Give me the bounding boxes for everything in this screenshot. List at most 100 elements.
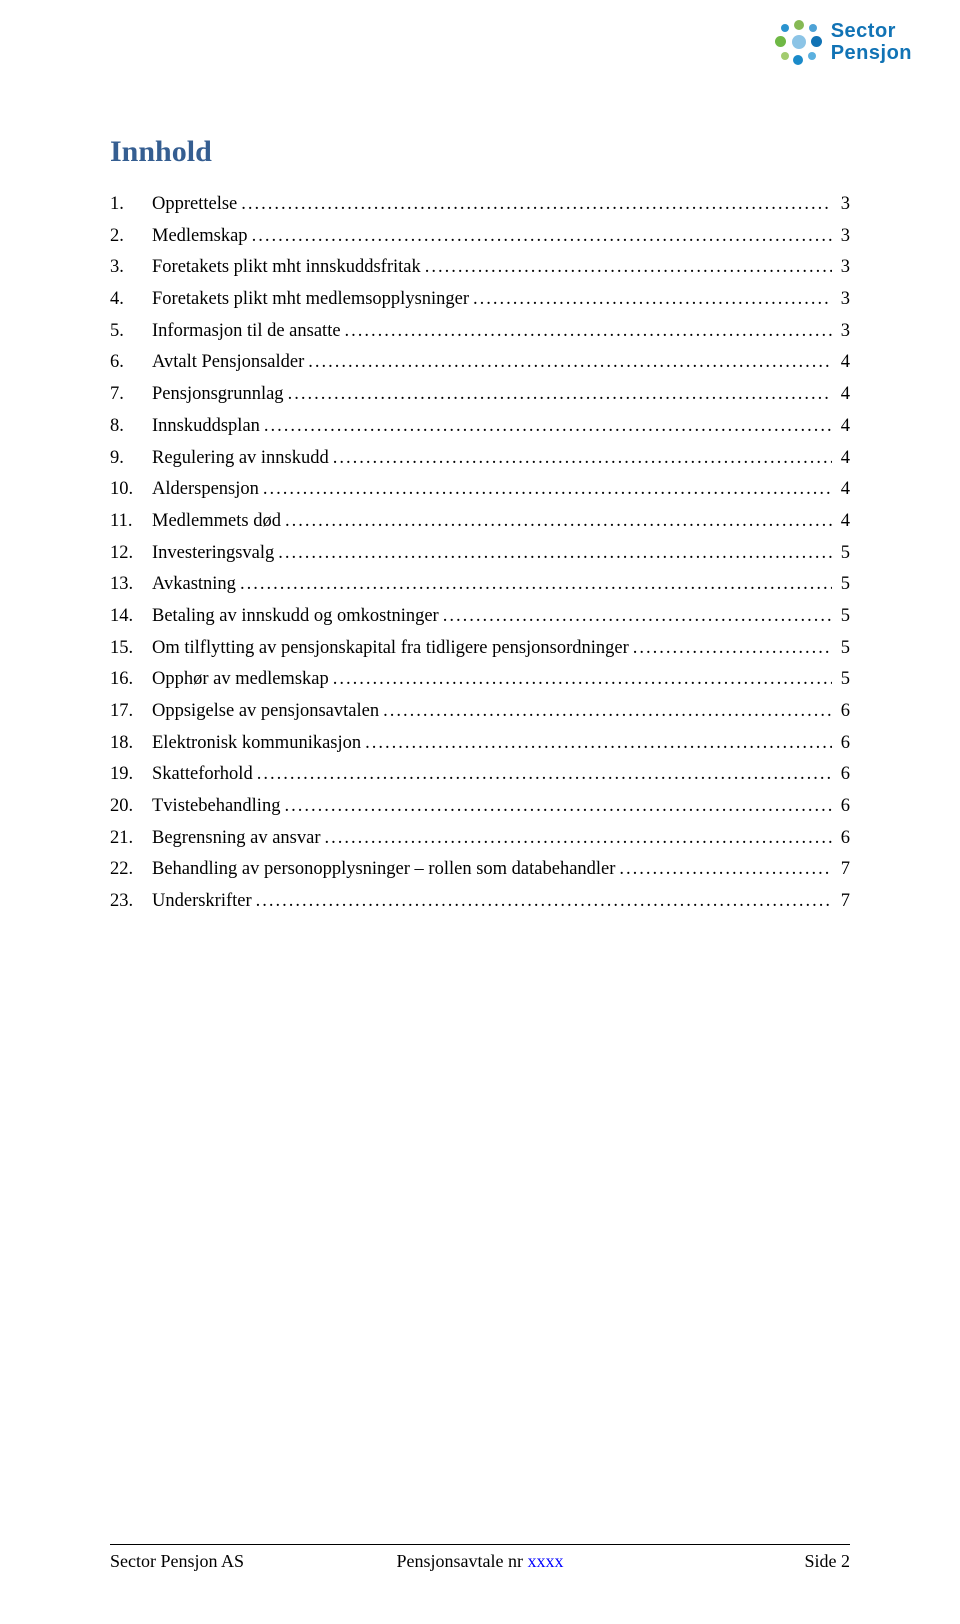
toc-leader-dots	[264, 417, 832, 436]
toc-leader-dots	[633, 639, 832, 658]
toc-leader-dots	[325, 829, 832, 848]
toc-leader-dots	[333, 670, 832, 689]
toc-leader-dots	[473, 290, 832, 309]
footer-right: Side 2	[804, 1551, 850, 1572]
toc-row: 2.Medlemskap3	[110, 227, 850, 246]
logo-line2: Pensjon	[831, 43, 912, 63]
toc-leader-dots	[284, 797, 832, 816]
toc-title: Tvistebehandling	[152, 797, 280, 816]
toc-row: 1.Opprettelse 3	[110, 195, 850, 214]
toc-title: Om tilflytting av pensjonskapital fra ti…	[152, 639, 629, 658]
toc-row: 7.Pensjonsgrunnlag4	[110, 385, 850, 404]
toc-page-number: 5	[836, 575, 850, 594]
toc-row: 12.Investeringsvalg5	[110, 544, 850, 563]
toc-title: Skatteforhold	[152, 765, 253, 784]
toc-number: 14.	[110, 607, 152, 626]
logo-line1: Sector	[831, 21, 912, 41]
toc-number: 23.	[110, 892, 152, 911]
toc-row: 20.Tvistebehandling 6	[110, 797, 850, 816]
toc-title: Elektronisk kommunikasjon	[152, 734, 361, 753]
toc-row: 10.Alderspensjon4	[110, 480, 850, 499]
toc-page-number: 3	[836, 195, 850, 214]
brand-logo: Sector Pensjon	[775, 18, 912, 66]
toc-leader-dots	[443, 607, 832, 626]
toc-row: 6.Avtalt Pensjonsalder 4	[110, 353, 850, 372]
toc-number: 20.	[110, 797, 152, 816]
toc-row: 9.Regulering av innskudd4	[110, 449, 850, 468]
toc-leader-dots	[252, 227, 832, 246]
toc-page-number: 6	[836, 829, 850, 848]
toc-number: 5.	[110, 322, 152, 341]
toc-title: Opphør av medlemskap	[152, 670, 329, 689]
toc-title: Regulering av innskudd	[152, 449, 329, 468]
toc-title: Avtalt Pensjonsalder	[152, 353, 304, 372]
toc-number: 9.	[110, 449, 152, 468]
toc-page-number: 5	[836, 639, 850, 658]
toc-title: Medlemmets død	[152, 512, 281, 531]
toc-number: 11.	[110, 512, 152, 531]
content-area: Innhold 1.Opprettelse32.Medlemskap33.For…	[110, 135, 850, 911]
toc-row: 21.Begrensning av ansvar 6	[110, 829, 850, 848]
toc-title: Opprettelse	[152, 195, 237, 214]
toc-leader-dots	[333, 449, 832, 468]
logo-icon	[775, 18, 823, 66]
toc-number: 10.	[110, 480, 152, 499]
toc-title: Begrensning av ansvar	[152, 829, 321, 848]
toc-page-number: 6	[836, 702, 850, 721]
toc-row: 15.Om tilflytting av pensjonskapital fra…	[110, 639, 850, 658]
toc-leader-dots	[383, 702, 832, 721]
toc-page-number: 3	[836, 290, 850, 309]
toc-row: 19.Skatteforhold6	[110, 765, 850, 784]
toc-title: Innskuddsplan	[152, 417, 260, 436]
toc-number: 12.	[110, 544, 152, 563]
footer-center-prefix: Pensjonsavtale nr	[397, 1551, 528, 1571]
toc-page-number: 6	[836, 797, 850, 816]
toc-leader-dots	[425, 258, 832, 277]
toc-page-number: 7	[836, 892, 850, 911]
toc-row: 18.Elektronisk kommunikasjon6	[110, 734, 850, 753]
toc-page-number: 5	[836, 607, 850, 626]
toc-title: Medlemskap	[152, 227, 248, 246]
toc-leader-dots	[308, 353, 832, 372]
toc-row: 13.Avkastning5	[110, 575, 850, 594]
toc-row: 11.Medlemmets død4	[110, 512, 850, 531]
toc-title: Informasjon til de ansatte	[152, 322, 341, 341]
toc-number: 18.	[110, 734, 152, 753]
toc-title: Underskrifter	[152, 892, 252, 911]
toc-number: 21.	[110, 829, 152, 848]
toc-row: 5.Informasjon til de ansatte3	[110, 322, 850, 341]
toc-row: 22.Behandling av personopplysninger – ro…	[110, 860, 850, 879]
toc-leader-dots	[619, 860, 832, 879]
toc-leader-dots	[365, 734, 832, 753]
toc-number: 1.	[110, 195, 152, 214]
page-footer: Sector Pensjon AS Pensjonsavtale nr xxxx…	[110, 1544, 850, 1572]
toc-number: 16.	[110, 670, 152, 689]
toc-title: Betaling av innskudd og omkostninger	[152, 607, 439, 626]
toc-row: 3.Foretakets plikt mht innskuddsfritak3	[110, 258, 850, 277]
toc-number: 22.	[110, 860, 152, 879]
toc-title: Pensjonsgrunnlag	[152, 385, 284, 404]
toc-page-number: 4	[836, 480, 850, 499]
toc-number: 3.	[110, 258, 152, 277]
toc-number: 17.	[110, 702, 152, 721]
toc-row: 4.Foretakets plikt mht medlemsopplysning…	[110, 290, 850, 309]
toc-row: 17.Oppsigelse av pensjonsavtalen 6	[110, 702, 850, 721]
logo-text: Sector Pensjon	[831, 21, 912, 63]
toc-title: Foretakets plikt mht medlemsopplysninger	[152, 290, 469, 309]
toc-page-number: 7	[836, 860, 850, 879]
toc-number: 15.	[110, 639, 152, 658]
footer-left: Sector Pensjon AS	[110, 1551, 244, 1572]
toc-page-number: 6	[836, 765, 850, 784]
toc-leader-dots	[285, 512, 832, 531]
toc-row: 23.Underskrifter 7	[110, 892, 850, 911]
toc-title: Oppsigelse av pensjonsavtalen	[152, 702, 379, 721]
toc-number: 7.	[110, 385, 152, 404]
toc-page-number: 4	[836, 417, 850, 436]
document-page: Sector Pensjon Innhold 1.Opprettelse32.M…	[0, 0, 960, 1624]
toc-page-number: 4	[836, 353, 850, 372]
toc-number: 6.	[110, 353, 152, 372]
toc-leader-dots	[278, 544, 832, 563]
toc-number: 4.	[110, 290, 152, 309]
toc-leader-dots	[241, 195, 832, 214]
toc-title: Behandling av personopplysninger – rolle…	[152, 860, 615, 879]
